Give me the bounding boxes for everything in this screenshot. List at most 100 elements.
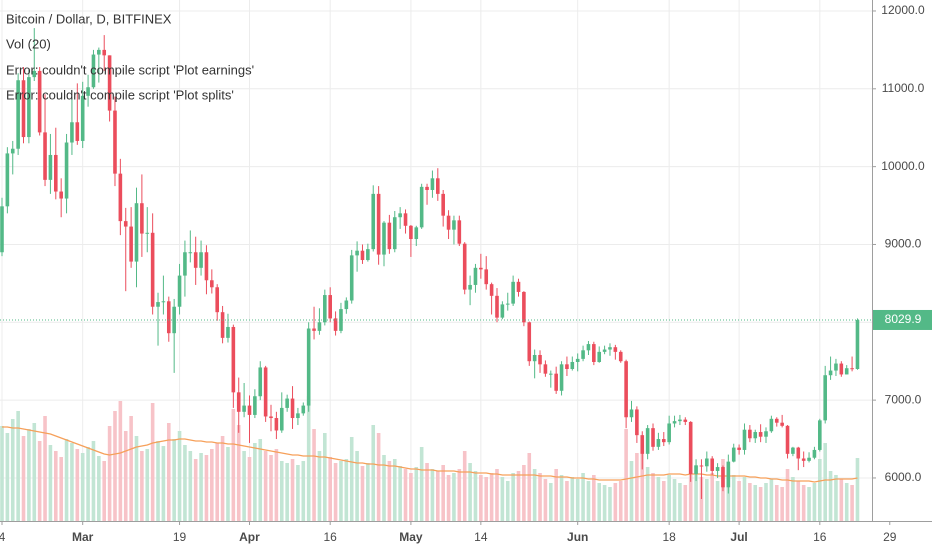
volume-bar [774, 485, 779, 521]
volume-bar [457, 469, 462, 521]
volume-bar [726, 467, 731, 521]
volume-bar [414, 467, 419, 521]
volume-bar [505, 481, 510, 521]
volume-bar [150, 403, 155, 521]
volume-bar [21, 436, 26, 521]
candle-body [532, 354, 537, 362]
candle-body [296, 413, 300, 419]
candle-body [548, 373, 553, 375]
x-tick-label: 29 [883, 530, 897, 544]
candle-body [323, 295, 327, 323]
candle-body [269, 416, 273, 419]
candle-body [457, 220, 462, 244]
volume-bar [656, 477, 661, 521]
candle-body [32, 70, 37, 78]
candle-body [785, 425, 790, 454]
volume-bar [618, 481, 623, 521]
volume-bar [355, 451, 359, 521]
volume-bar [398, 466, 402, 521]
volume-bar [323, 433, 327, 521]
candle-body [839, 363, 844, 375]
volume-bar [166, 423, 171, 521]
candle-body [737, 447, 741, 450]
volume-bar [16, 411, 20, 521]
candle-body [705, 458, 709, 467]
x-tick-label: 16 [813, 530, 827, 544]
candle-body [543, 364, 548, 374]
candle-body [468, 284, 472, 290]
candle-body [53, 154, 58, 192]
candle-body [183, 252, 187, 276]
volume-bar [796, 481, 801, 521]
volume-bar [602, 485, 607, 521]
candle-body [145, 232, 150, 234]
volume-pane [0, 396, 860, 521]
candle-body [495, 295, 499, 318]
volume-bar [592, 475, 596, 521]
candle-body [328, 295, 332, 319]
candle-body [344, 300, 349, 310]
candle-body [731, 447, 736, 462]
candle-body [161, 301, 166, 303]
volume-bar [737, 481, 741, 521]
candle-body [317, 322, 322, 331]
candle-body [193, 252, 198, 268]
candle-body [430, 178, 435, 190]
candle-body [629, 409, 634, 418]
volume-bar [392, 459, 397, 521]
candle-body [774, 418, 779, 423]
volume-bar [204, 455, 209, 521]
candle-body [479, 267, 483, 270]
candle-body [710, 458, 715, 471]
volume-bar [710, 473, 715, 521]
volume-bar [247, 457, 252, 521]
volume-bar [581, 473, 585, 521]
volume-bar [441, 465, 445, 521]
volume-bar [5, 433, 10, 521]
volume-bar [624, 429, 628, 521]
y-tick-label: 6000.0 [885, 470, 922, 484]
volume-bar [640, 445, 645, 521]
candle-body [812, 449, 817, 458]
volume-bar [145, 449, 150, 521]
last-price-label: 8029.9 [885, 312, 922, 326]
volume-bar [500, 477, 505, 521]
volume-bar [10, 419, 15, 521]
volume-bar [554, 469, 558, 521]
candle-body [398, 213, 402, 218]
x-tick-label: Jun [567, 530, 588, 544]
candle-body [366, 249, 370, 261]
volume-bar [301, 461, 306, 521]
candle-body [382, 222, 386, 255]
volume-bar [387, 461, 392, 521]
candle-body [21, 80, 26, 138]
volume-bar [565, 481, 569, 521]
candle-body [818, 420, 822, 450]
volume-bar [522, 465, 526, 521]
candle-body [592, 344, 596, 362]
volume-bar [177, 431, 182, 521]
volume-bar [570, 477, 575, 521]
candle-body [602, 349, 607, 352]
candle-body [150, 232, 155, 307]
x-tick-label: Mar [72, 530, 94, 544]
volume-bar [672, 479, 677, 521]
volume-bar [844, 483, 849, 521]
candle-body [834, 363, 838, 371]
candle-body [419, 186, 424, 228]
y-tick-label: 7000.0 [885, 392, 922, 406]
candle-body [247, 405, 252, 415]
candle-body [118, 173, 123, 222]
x-tick-label: Apr [239, 530, 260, 544]
candle-body [16, 80, 20, 149]
candle-body [215, 287, 220, 313]
volume-bar [635, 453, 639, 521]
candle-body [64, 142, 69, 199]
candle-body [333, 318, 338, 331]
volume-bar [64, 439, 69, 521]
volume-bar [339, 461, 343, 521]
candle-body [27, 77, 31, 138]
candle-body [312, 328, 316, 331]
volume-bar [236, 425, 241, 521]
